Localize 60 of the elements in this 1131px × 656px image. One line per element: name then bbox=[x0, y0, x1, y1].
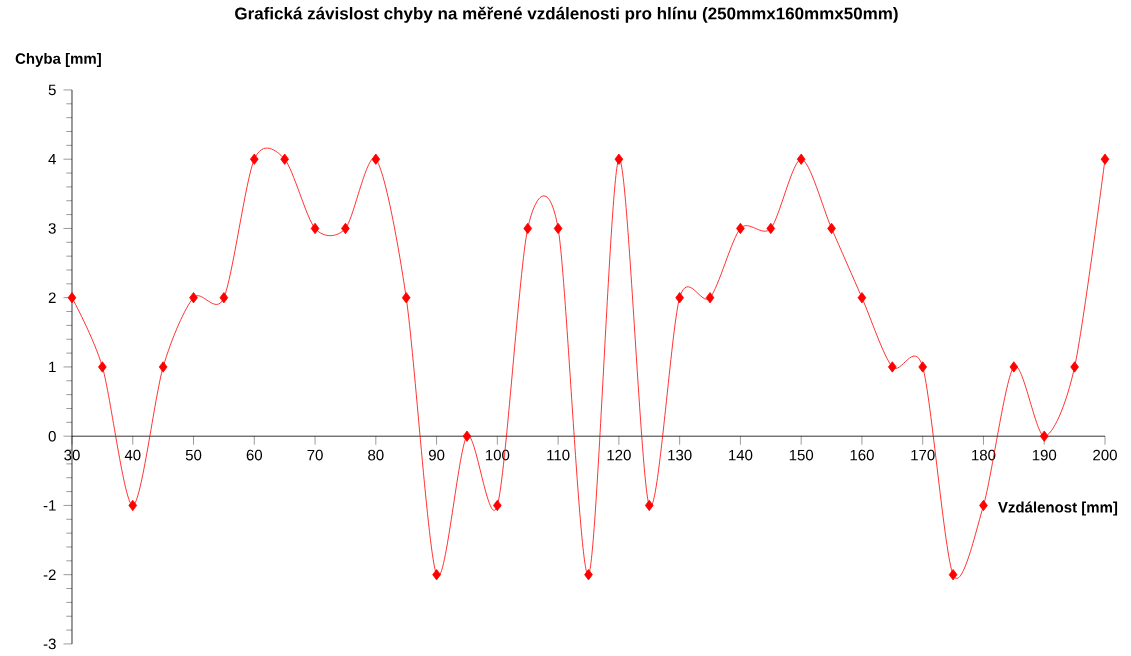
x-tick-label: 140 bbox=[729, 449, 753, 461]
x-tick-label: 190 bbox=[1032, 449, 1057, 461]
point bbox=[857, 292, 867, 304]
x-tick-label: 80 bbox=[368, 449, 384, 461]
point bbox=[310, 222, 320, 235]
point bbox=[644, 499, 654, 512]
x-tick-label: 60 bbox=[246, 449, 263, 461]
point bbox=[523, 222, 533, 235]
chart-title: Grafická závislost chyby na měřené vzdálenosti pro hlínu (250mmx160mmx50mm) bbox=[235, 6, 898, 23]
x-axis-title: Vzdálenost [mm] bbox=[998, 501, 1118, 516]
x-tick-label: 130 bbox=[668, 449, 692, 461]
point bbox=[219, 292, 229, 304]
x-tick-label: 40 bbox=[124, 449, 141, 461]
point bbox=[584, 569, 593, 581]
point bbox=[250, 153, 259, 165]
x-tick-label: 200 bbox=[1093, 449, 1117, 461]
y-tick-label: -3 bbox=[43, 638, 56, 650]
point bbox=[462, 430, 472, 442]
point bbox=[705, 292, 715, 304]
point bbox=[1009, 361, 1019, 373]
y-tick-label: 4 bbox=[48, 154, 56, 165]
point bbox=[796, 153, 806, 165]
point bbox=[1100, 153, 1110, 165]
x-tick-label: 50 bbox=[185, 449, 202, 461]
point bbox=[553, 222, 563, 235]
x-tick-label: 90 bbox=[428, 449, 445, 461]
point bbox=[128, 499, 138, 512]
point bbox=[67, 292, 77, 304]
point bbox=[766, 222, 776, 235]
y-tick-label: 5 bbox=[48, 84, 56, 96]
point bbox=[401, 292, 411, 304]
x-tick-label: 150 bbox=[789, 449, 814, 461]
y-tick-label: 0 bbox=[48, 430, 56, 442]
point bbox=[918, 361, 928, 373]
point bbox=[371, 153, 381, 165]
y-axis-title: Chyba [mm] bbox=[15, 52, 101, 67]
point bbox=[888, 361, 897, 373]
point bbox=[948, 569, 958, 581]
point bbox=[189, 292, 198, 304]
point bbox=[1070, 361, 1079, 373]
y-tick-label: 1 bbox=[49, 361, 56, 373]
x-tick-label: 170 bbox=[911, 449, 935, 461]
point bbox=[280, 153, 289, 165]
y-tick-label: 3 bbox=[48, 223, 56, 234]
x-tick-label: 110 bbox=[547, 449, 570, 461]
x-tick-label: 180 bbox=[972, 449, 996, 461]
x-tick-label: 100 bbox=[485, 449, 510, 461]
y-tick-label: 2 bbox=[48, 292, 56, 303]
point bbox=[432, 569, 441, 581]
point bbox=[1039, 430, 1049, 442]
point bbox=[98, 361, 107, 373]
point bbox=[614, 153, 624, 165]
y-tick-label: -1 bbox=[43, 500, 56, 511]
y-tick-label: -2 bbox=[43, 569, 56, 580]
x-tick-label: 120 bbox=[607, 449, 631, 461]
x-tick-label: 70 bbox=[307, 449, 323, 461]
x-tick-label: 160 bbox=[850, 449, 874, 461]
point bbox=[675, 292, 684, 304]
point bbox=[158, 361, 168, 373]
x-tick-label: 30 bbox=[64, 449, 80, 461]
